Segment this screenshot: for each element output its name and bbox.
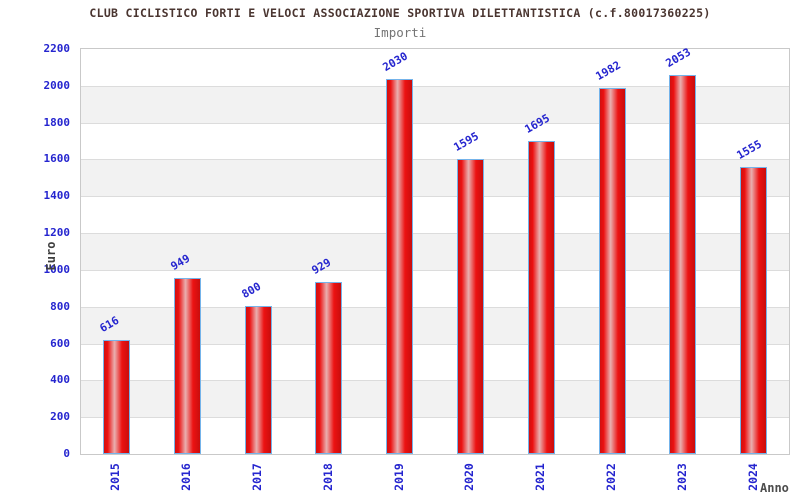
x-axis-tick-label: 2018 bbox=[320, 463, 335, 491]
y-axis-tick-label: 2200 bbox=[43, 42, 71, 55]
x-axis-tick-label: 2020 bbox=[462, 463, 477, 491]
bar-2015 bbox=[103, 340, 130, 454]
y-axis-tick-label: 1400 bbox=[43, 189, 71, 203]
bar-2018 bbox=[315, 282, 342, 454]
y-axis: 0 200 400 600 800 1000 1200 1400 1600 1800 2000 220… bbox=[0, 42, 78, 460]
y-axis-title: Euro bbox=[44, 241, 58, 271]
y-axis-tick-label: 1200 bbox=[43, 226, 71, 240]
y-axis-tick-label: 1800 bbox=[43, 115, 71, 129]
y-axis-tick-label: 2000 bbox=[43, 78, 71, 92]
plot-area: 616 949 800 929 2030 1595 1695 1982 2053 1555 bbox=[80, 45, 790, 455]
x-axis-tick-label: 2017 bbox=[250, 463, 264, 491]
y-axis-tick-label: 1600 bbox=[43, 152, 71, 166]
y-axis-tick-label: 800 bbox=[50, 299, 70, 313]
chart-title: CLUB CICLISTICO FORTI E VELOCI ASSOCIAZI… bbox=[89, 6, 711, 20]
y-axis-tick-label: 1000 bbox=[43, 262, 71, 276]
x-axis-tick-label: 2016 bbox=[179, 463, 194, 491]
x-axis-tick-label: 2021 bbox=[533, 463, 548, 491]
x-axis-tick-label: 2024 bbox=[745, 463, 760, 491]
x-axis-tick-label: 2019 bbox=[391, 463, 406, 491]
bar-2020 bbox=[457, 159, 484, 454]
x-axis-tick-label: 2023 bbox=[674, 463, 689, 491]
bar-2019 bbox=[386, 79, 413, 454]
bar-2023 bbox=[669, 75, 696, 454]
x-axis: 2015 2016 2017 2018 2019 2020 2021 2022 2023 2024 bbox=[80, 456, 790, 500]
y-axis-tick-label: 600 bbox=[50, 336, 70, 350]
x-axis-tick-label: 2022 bbox=[604, 463, 618, 491]
bar-2016 bbox=[174, 278, 201, 454]
bar-2024 bbox=[740, 167, 767, 454]
y-axis-tick-label: 200 bbox=[50, 410, 70, 424]
y-axis-tick-label: 0 bbox=[63, 447, 70, 460]
chart-subtitle: Importi bbox=[373, 25, 427, 40]
bar-2021 bbox=[528, 141, 555, 454]
bar-2022 bbox=[599, 88, 626, 454]
x-axis-tick-label: 2015 bbox=[108, 463, 123, 491]
y-axis-tick-label: 400 bbox=[50, 373, 70, 387]
bar-2017 bbox=[245, 306, 272, 454]
x-axis-title: Anno bbox=[760, 481, 789, 495]
